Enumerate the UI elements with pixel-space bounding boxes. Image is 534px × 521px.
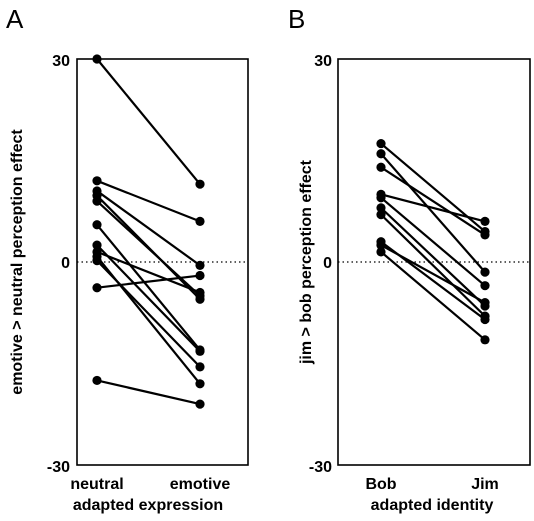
panel-b-pair-line-3 [380, 166, 486, 236]
panel-a-xtick-neutral: neutral [70, 476, 123, 493]
panel-b-xtick-bob: Bob [365, 476, 396, 493]
panel-a-ytick-bottom: -30 [47, 459, 70, 476]
panel-a-point-3-right [195, 260, 205, 270]
panel-b-point-10-left [376, 247, 386, 257]
panel-b: B 30 0 -30 Bob Jim adapted identity jim … [288, 4, 531, 514]
panel-a-pair-line-10 [96, 259, 201, 368]
panel-a-point-8-right [195, 287, 205, 298]
panel-a-point-11-right [195, 270, 205, 281]
panel-b-pair-line-5 [380, 196, 486, 287]
panel-a-ytick-zero: 0 [61, 255, 70, 272]
panel-b-point-2-left [376, 149, 386, 159]
panel-b-ytick-zero: 0 [323, 255, 332, 272]
panel-b-point-5-right [480, 281, 490, 291]
panel-b-ylabel: jim > bob perception effect [298, 159, 315, 365]
panel-b-pair-line-10 [380, 251, 486, 341]
panel-a-point-2-left [92, 176, 102, 186]
panel-b-pair-line-6 [380, 207, 486, 307]
panel-a-letter: A [6, 4, 24, 34]
panel-b-point-9-left [376, 240, 386, 250]
panel-a-pair-line-7 [96, 244, 201, 353]
panel-b-pair-line-4 [380, 193, 486, 223]
panel-b-pair-line-2 [380, 153, 486, 273]
panel-b-point-5-left [376, 193, 386, 203]
panel-b-point-4-right [480, 216, 490, 226]
panel-b-letter: B [288, 4, 305, 34]
panel-a-point-7-left [92, 240, 102, 250]
panel-b-xtick-jim: Jim [471, 476, 499, 493]
panel-b-point-3-left [376, 162, 386, 172]
panel-a-point-7-right [195, 346, 205, 356]
panel-b-point-6-left [376, 203, 386, 213]
panel-b-point-2-right [480, 267, 490, 277]
panel-a-xtick-emotive: emotive [170, 476, 231, 493]
panel-a-point-2-right [195, 216, 205, 226]
panel-a-point-1-right [195, 179, 205, 189]
panel-b-pair-line-7 [380, 213, 486, 317]
panel-b-point-8-right [480, 314, 490, 325]
panel-a-point-6-left [92, 220, 102, 230]
panel-b-xlabel: adapted identity [371, 497, 494, 514]
panel-b-ytick-bottom: -30 [309, 459, 332, 476]
panel-a-pair-line-1 [96, 58, 201, 185]
panel-b-ytick-top: 30 [314, 53, 332, 70]
panel-b-point-7-left [376, 210, 386, 220]
panel-a-pair-line-8 [96, 250, 201, 294]
panel-b-point-1-left [376, 138, 386, 149]
panel-a-ytick-top: 30 [52, 53, 70, 70]
panel-a-point-10-left [92, 256, 102, 266]
panel-a-pair-line-2 [96, 179, 201, 223]
panel-a-point-12-right [195, 399, 205, 409]
panel-b-point-3-right [480, 230, 490, 240]
panel-b-point-9-right [480, 298, 490, 308]
panel-b-point-10-right [480, 335, 490, 345]
panel-a-pair-line-11 [96, 274, 201, 289]
panel-a-pair-line-3 [96, 190, 201, 267]
panel-b-pair-line-9 [380, 244, 486, 304]
panel-a-point-10-right [195, 362, 205, 372]
panel-a-data [92, 54, 205, 409]
panel-a-ylabel: emotive > neutral perception effect [9, 129, 26, 395]
panel-a-pair-line-6 [96, 224, 201, 351]
panel-a-point-5-left [92, 196, 102, 206]
panel-a-point-12-left [92, 375, 102, 386]
panel-a-point-11-left [92, 283, 102, 293]
panel-a-pair-line-5 [96, 200, 201, 297]
panel-a-xlabel: adapted expression [73, 497, 223, 514]
panel-a: A 30 0 -30 neutral emotive adapted expre… [6, 4, 249, 514]
panel-b-data [376, 138, 490, 345]
panel-a-pair-line-12 [96, 379, 201, 406]
panel-a-frame [76, 58, 249, 466]
panel-a-point-9-right [195, 379, 205, 389]
panel-b-frame [337, 58, 531, 466]
